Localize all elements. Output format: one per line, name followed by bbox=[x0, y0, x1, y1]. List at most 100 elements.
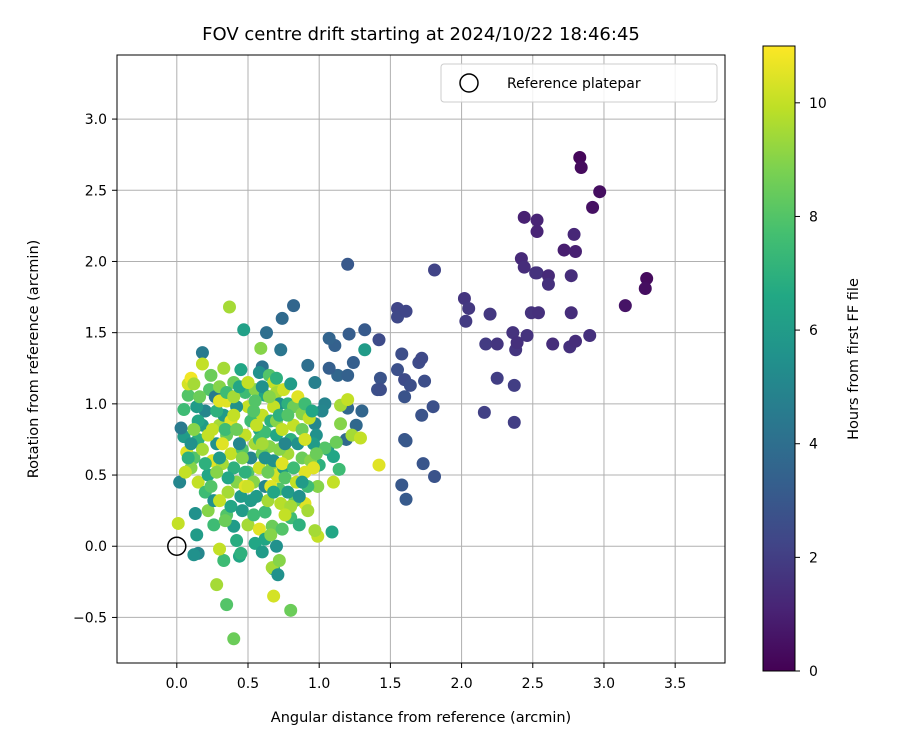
data-point bbox=[529, 266, 543, 280]
legend-label: Reference platepar bbox=[507, 76, 641, 92]
x-tick-label: 2.5 bbox=[522, 676, 544, 692]
data-point bbox=[322, 331, 336, 345]
data-points bbox=[171, 151, 654, 646]
data-point bbox=[217, 553, 231, 567]
y-axis-label: Rotation from reference (arcmin) bbox=[26, 240, 42, 479]
chart-title: FOV centre drift starting at 2024/10/22 … bbox=[202, 24, 640, 45]
data-point bbox=[332, 462, 346, 476]
x-tick-label: 0.0 bbox=[166, 676, 188, 692]
data-point bbox=[341, 393, 355, 407]
colorbar-tick-label: 0 bbox=[809, 664, 818, 680]
data-point bbox=[190, 400, 204, 414]
data-point bbox=[355, 404, 369, 418]
data-point bbox=[260, 326, 274, 340]
data-point bbox=[418, 374, 432, 388]
data-point bbox=[358, 323, 372, 337]
data-point bbox=[201, 504, 215, 518]
data-point bbox=[428, 469, 442, 483]
data-point bbox=[506, 326, 520, 340]
data-point bbox=[178, 465, 192, 479]
data-point bbox=[395, 347, 409, 361]
data-point bbox=[213, 494, 227, 508]
data-point bbox=[213, 542, 227, 556]
y-tick-label: 2.0 bbox=[85, 254, 107, 270]
data-point bbox=[284, 603, 298, 617]
y-axis-ticks: −0.5 0.0 0.5 1.0 1.5 2.0 2.5 3.0 bbox=[73, 112, 117, 626]
colorbar-tick-label: 4 bbox=[809, 437, 818, 453]
data-point bbox=[241, 479, 255, 493]
data-point bbox=[517, 210, 531, 224]
data-point bbox=[546, 337, 560, 351]
data-point bbox=[483, 307, 497, 321]
data-point bbox=[275, 522, 289, 536]
data-point bbox=[573, 151, 587, 165]
data-point bbox=[391, 363, 405, 377]
data-point bbox=[188, 506, 202, 520]
colorbar-gradient bbox=[762, 45, 796, 672]
data-point bbox=[241, 518, 255, 532]
data-point bbox=[373, 383, 387, 397]
data-point bbox=[349, 418, 363, 432]
colorbar-tick-label: 10 bbox=[809, 96, 827, 112]
data-point bbox=[306, 461, 320, 475]
data-point bbox=[520, 329, 534, 343]
y-tick-label: 1.5 bbox=[85, 326, 107, 342]
data-point bbox=[274, 343, 288, 357]
data-point bbox=[403, 378, 417, 392]
colorbar: 0 2 4 6 8 10 Hours from first FF file bbox=[762, 45, 862, 680]
data-point bbox=[210, 465, 224, 479]
data-point bbox=[222, 300, 236, 314]
data-point bbox=[255, 437, 269, 451]
data-point bbox=[275, 422, 289, 436]
data-point bbox=[244, 494, 258, 508]
y-tick-label: 3.0 bbox=[85, 112, 107, 128]
data-point bbox=[334, 417, 348, 431]
data-point bbox=[267, 485, 281, 499]
data-point bbox=[278, 471, 292, 485]
data-point bbox=[346, 356, 360, 370]
data-point bbox=[232, 437, 246, 451]
data-point bbox=[224, 499, 238, 513]
data-point bbox=[462, 301, 476, 315]
y-tick-label: −0.5 bbox=[73, 610, 107, 626]
data-point bbox=[274, 497, 288, 511]
data-point bbox=[295, 422, 309, 436]
data-point bbox=[267, 589, 281, 603]
data-point bbox=[174, 421, 188, 435]
data-point bbox=[517, 260, 531, 274]
reference-point-marker bbox=[167, 536, 187, 556]
data-point bbox=[234, 489, 248, 503]
data-point bbox=[358, 343, 372, 357]
data-point bbox=[272, 553, 286, 567]
data-point bbox=[213, 394, 227, 408]
y-tick-label: 0.5 bbox=[85, 468, 107, 484]
data-point bbox=[271, 568, 285, 582]
y-tick-label: 2.5 bbox=[85, 183, 107, 199]
data-point bbox=[252, 522, 266, 536]
data-point bbox=[238, 465, 252, 479]
data-point bbox=[305, 404, 319, 418]
y-tick-label: 0.0 bbox=[85, 539, 107, 555]
data-point bbox=[326, 450, 340, 464]
data-point bbox=[213, 451, 227, 465]
data-point bbox=[252, 366, 266, 380]
data-point bbox=[326, 475, 340, 489]
x-axis-label: Angular distance from reference (arcmin) bbox=[271, 710, 571, 726]
data-point bbox=[248, 536, 262, 550]
data-point bbox=[195, 357, 209, 371]
data-point bbox=[224, 447, 238, 461]
data-point bbox=[187, 377, 201, 391]
data-point bbox=[490, 371, 504, 385]
data-point bbox=[457, 291, 471, 305]
data-point bbox=[640, 272, 654, 286]
plot-area-frame bbox=[116, 54, 726, 664]
x-tick-label: 2.0 bbox=[450, 676, 472, 692]
data-point bbox=[237, 323, 251, 337]
data-point bbox=[372, 458, 386, 472]
data-point bbox=[568, 244, 582, 258]
data-point bbox=[399, 492, 413, 506]
data-point bbox=[586, 200, 600, 214]
data-point bbox=[557, 243, 571, 257]
data-point bbox=[218, 514, 232, 528]
data-point bbox=[207, 518, 221, 532]
